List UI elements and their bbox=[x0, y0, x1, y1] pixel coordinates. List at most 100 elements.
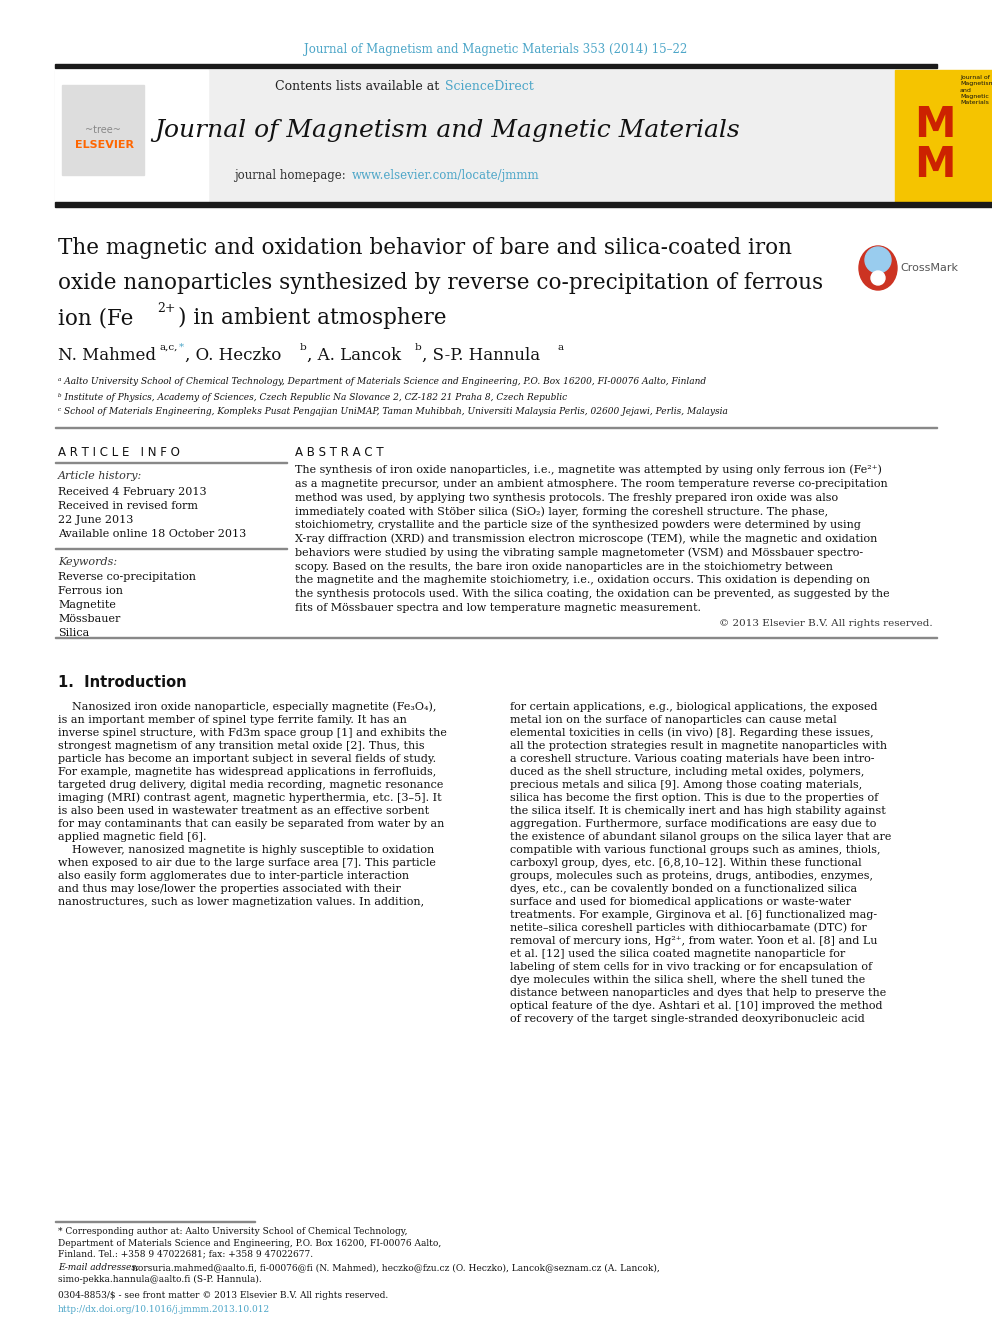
Text: carboxyl group, dyes, etc. [6,8,10–12]. Within these functional: carboxyl group, dyes, etc. [6,8,10–12]. … bbox=[510, 857, 862, 868]
Text: N. Mahmed: N. Mahmed bbox=[58, 347, 156, 364]
Text: X-ray diffraction (XRD) and transmission electron microscope (TEM), while the ma: X-ray diffraction (XRD) and transmission… bbox=[295, 533, 877, 544]
Text: particle has become an important subject in several fields of study.: particle has become an important subject… bbox=[58, 754, 436, 763]
Text: elemental toxicities in cells (in vivo) [8]. Regarding these issues,: elemental toxicities in cells (in vivo) … bbox=[510, 728, 874, 738]
Text: b: b bbox=[415, 343, 422, 352]
Text: Reverse co-precipitation: Reverse co-precipitation bbox=[58, 572, 196, 582]
Text: duced as the shell structure, including metal oxides, polymers,: duced as the shell structure, including … bbox=[510, 767, 864, 777]
Text: 2+: 2+ bbox=[157, 302, 176, 315]
Text: Nanosized iron oxide nanoparticle, especially magnetite (Fe₃O₄),: Nanosized iron oxide nanoparticle, espec… bbox=[58, 701, 436, 712]
Ellipse shape bbox=[865, 247, 891, 273]
Text: as a magnetite precursor, under an ambient atmosphere. The room temperature reve: as a magnetite precursor, under an ambie… bbox=[295, 479, 888, 488]
Text: also easily form agglomerates due to inter-particle interaction: also easily form agglomerates due to int… bbox=[58, 871, 409, 881]
Text: simo-pekka.hannula@aalto.fi (S-P. Hannula).: simo-pekka.hannula@aalto.fi (S-P. Hannul… bbox=[58, 1274, 262, 1283]
Text: The magnetic and oxidation behavior of bare and silica-coated iron: The magnetic and oxidation behavior of b… bbox=[58, 237, 792, 259]
Text: Received 4 February 2013: Received 4 February 2013 bbox=[58, 487, 206, 497]
Text: 22 June 2013: 22 June 2013 bbox=[58, 515, 133, 525]
Text: A R T I C L E   I N F O: A R T I C L E I N F O bbox=[58, 446, 180, 459]
Text: surface and used for biomedical applications or waste-water: surface and used for biomedical applicat… bbox=[510, 897, 851, 906]
Text: , S-P. Hannula: , S-P. Hannula bbox=[422, 347, 540, 364]
Text: 1.  Introduction: 1. Introduction bbox=[58, 675, 186, 691]
Text: the existence of abundant silanol groups on the silica layer that are: the existence of abundant silanol groups… bbox=[510, 832, 892, 841]
Text: is also been used in wastewater treatment as an effective sorbent: is also been used in wastewater treatmen… bbox=[58, 806, 430, 816]
Text: For example, magnetite has widespread applications in ferrofluids,: For example, magnetite has widespread ap… bbox=[58, 767, 436, 777]
Text: stoichiometry, crystallite and the particle size of the synthesized powders were: stoichiometry, crystallite and the parti… bbox=[295, 520, 861, 531]
Ellipse shape bbox=[859, 246, 897, 290]
Text: precious metals and silica [9]. Among those coating materials,: precious metals and silica [9]. Among th… bbox=[510, 779, 862, 790]
Text: Journal of
Magnetism
and
Magnetic
Materials: Journal of Magnetism and Magnetic Materi… bbox=[960, 75, 992, 105]
Text: 0304-8853/$ - see front matter © 2013 Elsevier B.V. All rights reserved.: 0304-8853/$ - see front matter © 2013 El… bbox=[58, 1291, 388, 1301]
Text: CrossMark: CrossMark bbox=[900, 263, 958, 273]
Bar bbox=[55, 70, 208, 202]
Text: Available online 18 October 2013: Available online 18 October 2013 bbox=[58, 529, 246, 538]
Text: ion (Fe: ion (Fe bbox=[58, 307, 133, 329]
Text: ᶜ School of Materials Engineering, Kompleks Pusat Pengajian UniMAP, Taman Muhibb: ᶜ School of Materials Engineering, Kompl… bbox=[58, 407, 728, 417]
Bar bbox=[55, 70, 895, 202]
Text: treatments. For example, Girginova et al. [6] functionalized mag-: treatments. For example, Girginova et al… bbox=[510, 910, 877, 919]
Text: E-mail addresses:: E-mail addresses: bbox=[58, 1263, 139, 1273]
Text: nanostructures, such as lower magnetization values. In addition,: nanostructures, such as lower magnetizat… bbox=[58, 897, 425, 906]
Text: ᵇ Institute of Physics, Academy of Sciences, Czech Republic Na Slovance 2, CZ-18: ᵇ Institute of Physics, Academy of Scien… bbox=[58, 393, 567, 401]
Text: Department of Materials Science and Engineering, P.O. Box 16200, FI-00076 Aalto,: Department of Materials Science and Engi… bbox=[58, 1238, 441, 1248]
Text: M: M bbox=[915, 105, 955, 146]
Text: , A. Lancok: , A. Lancok bbox=[307, 347, 401, 364]
Text: dye molecules within the silica shell, where the shell tuned the: dye molecules within the silica shell, w… bbox=[510, 975, 865, 984]
Text: metal ion on the surface of nanoparticles can cause metal: metal ion on the surface of nanoparticle… bbox=[510, 714, 836, 725]
Text: is an important member of spinel type ferrite family. It has an: is an important member of spinel type fe… bbox=[58, 714, 407, 725]
Text: strongest magnetism of any transition metal oxide [2]. Thus, this: strongest magnetism of any transition me… bbox=[58, 741, 425, 750]
Text: www.elsevier.com/locate/jmmm: www.elsevier.com/locate/jmmm bbox=[352, 168, 540, 181]
Text: ~tree~: ~tree~ bbox=[85, 124, 121, 135]
Text: Mössbauer: Mössbauer bbox=[58, 614, 120, 624]
Text: A B S T R A C T: A B S T R A C T bbox=[295, 446, 384, 459]
Text: targeted drug delivery, digital media recording, magnetic resonance: targeted drug delivery, digital media re… bbox=[58, 779, 443, 790]
Text: Contents lists available at: Contents lists available at bbox=[275, 81, 443, 94]
Bar bbox=[55, 64, 937, 67]
Text: http://dx.doi.org/10.1016/j.jmmm.2013.10.012: http://dx.doi.org/10.1016/j.jmmm.2013.10… bbox=[58, 1304, 270, 1314]
Text: M: M bbox=[915, 144, 955, 187]
Bar bbox=[62, 85, 144, 175]
Text: optical feature of the dye. Ashtari et al. [10] improved the method: optical feature of the dye. Ashtari et a… bbox=[510, 1000, 883, 1011]
Text: method was used, by applying two synthesis protocols. The freshly prepared iron : method was used, by applying two synthes… bbox=[295, 492, 838, 503]
Text: applied magnetic field [6].: applied magnetic field [6]. bbox=[58, 832, 206, 841]
Text: the magnetite and the maghemite stoichiometry, i.e., oxidation occurs. This oxid: the magnetite and the maghemite stoichio… bbox=[295, 576, 870, 585]
Text: groups, molecules such as proteins, drugs, antibodies, enzymes,: groups, molecules such as proteins, drug… bbox=[510, 871, 873, 881]
Text: The synthesis of iron oxide nanoparticles, i.e., magnetite was attempted by usin: The synthesis of iron oxide nanoparticle… bbox=[295, 464, 882, 475]
Text: removal of mercury ions, Hg²⁺, from water. Yoon et al. [8] and Lu: removal of mercury ions, Hg²⁺, from wate… bbox=[510, 935, 878, 946]
Text: dyes, etc., can be covalently bonded on a functionalized silica: dyes, etc., can be covalently bonded on … bbox=[510, 884, 857, 894]
Text: b: b bbox=[300, 343, 307, 352]
Bar bbox=[895, 70, 992, 202]
Text: inverse spinel structure, with Fd3m space group [1] and exhibits the: inverse spinel structure, with Fd3m spac… bbox=[58, 728, 446, 738]
Text: all the protection strategies result in magnetite nanoparticles with: all the protection strategies result in … bbox=[510, 741, 887, 750]
Text: norsuria.mahmed@aalto.fi, fi-00076@fi (N. Mahmed), heczko@fzu.cz (O. Heczko), La: norsuria.mahmed@aalto.fi, fi-00076@fi (N… bbox=[132, 1263, 660, 1273]
Text: © 2013 Elsevier B.V. All rights reserved.: © 2013 Elsevier B.V. All rights reserved… bbox=[719, 619, 933, 628]
Text: imaging (MRI) contrast agent, magnetic hyperthermia, etc. [3–5]. It: imaging (MRI) contrast agent, magnetic h… bbox=[58, 792, 441, 803]
Text: netite–silica coreshell particles with dithiocarbamate (DTC) for: netite–silica coreshell particles with d… bbox=[510, 922, 867, 933]
Text: ) in ambient atmosphere: ) in ambient atmosphere bbox=[178, 307, 446, 329]
Text: Magnetite: Magnetite bbox=[58, 601, 116, 610]
Text: However, nanosized magnetite is highly susceptible to oxidation: However, nanosized magnetite is highly s… bbox=[58, 845, 434, 855]
Text: labeling of stem cells for in vivo tracking or for encapsulation of: labeling of stem cells for in vivo track… bbox=[510, 962, 872, 972]
Text: Keywords:: Keywords: bbox=[58, 557, 117, 568]
Text: *: * bbox=[179, 343, 185, 352]
Text: Article history:: Article history: bbox=[58, 471, 142, 482]
Text: a,c,: a,c, bbox=[160, 343, 179, 352]
Text: and thus may lose/lower the properties associated with their: and thus may lose/lower the properties a… bbox=[58, 884, 401, 894]
Text: aggregation. Furthermore, surface modifications are easy due to: aggregation. Furthermore, surface modifi… bbox=[510, 819, 876, 828]
Text: immediately coated with Stöber silica (SiO₂) layer, forming the coreshell struct: immediately coated with Stöber silica (S… bbox=[295, 507, 828, 517]
Text: behaviors were studied by using the vibrating sample magnetometer (VSM) and Möss: behaviors were studied by using the vibr… bbox=[295, 548, 863, 558]
Text: scopy. Based on the results, the bare iron oxide nanoparticles are in the stoich: scopy. Based on the results, the bare ir… bbox=[295, 561, 833, 572]
Text: Journal of Magnetism and Magnetic Materials: Journal of Magnetism and Magnetic Materi… bbox=[154, 119, 740, 142]
Text: , O. Heczko: , O. Heczko bbox=[185, 347, 282, 364]
Text: the silica itself. It is chemically inert and has high stability against: the silica itself. It is chemically iner… bbox=[510, 806, 886, 816]
Text: silica has become the first option. This is due to the properties of: silica has become the first option. This… bbox=[510, 792, 878, 803]
Text: Journal of Magnetism and Magnetic Materials 353 (2014) 15–22: Journal of Magnetism and Magnetic Materi… bbox=[305, 44, 687, 57]
Text: * Corresponding author at: Aalto University School of Chemical Technology,: * Corresponding author at: Aalto Univers… bbox=[58, 1228, 408, 1237]
Text: fits of Mössbauer spectra and low temperature magnetic measurement.: fits of Mössbauer spectra and low temper… bbox=[295, 603, 701, 613]
Text: Received in revised form: Received in revised form bbox=[58, 501, 198, 511]
Text: ᵃ Aalto University School of Chemical Technology, Department of Materials Scienc: ᵃ Aalto University School of Chemical Te… bbox=[58, 377, 706, 386]
Text: compatible with various functional groups such as amines, thiols,: compatible with various functional group… bbox=[510, 845, 881, 855]
Text: the synthesis protocols used. With the silica coating, the oxidation can be prev: the synthesis protocols used. With the s… bbox=[295, 589, 890, 599]
Text: a coreshell structure. Various coating materials have been intro-: a coreshell structure. Various coating m… bbox=[510, 754, 875, 763]
Text: Finland. Tel.: +358 9 47022681; fax: +358 9 47022677.: Finland. Tel.: +358 9 47022681; fax: +35… bbox=[58, 1249, 313, 1258]
Text: oxide nanoparticles synthesized by reverse co-precipitation of ferrous: oxide nanoparticles synthesized by rever… bbox=[58, 273, 823, 294]
Text: et al. [12] used the silica coated magnetite nanoparticle for: et al. [12] used the silica coated magne… bbox=[510, 949, 845, 959]
